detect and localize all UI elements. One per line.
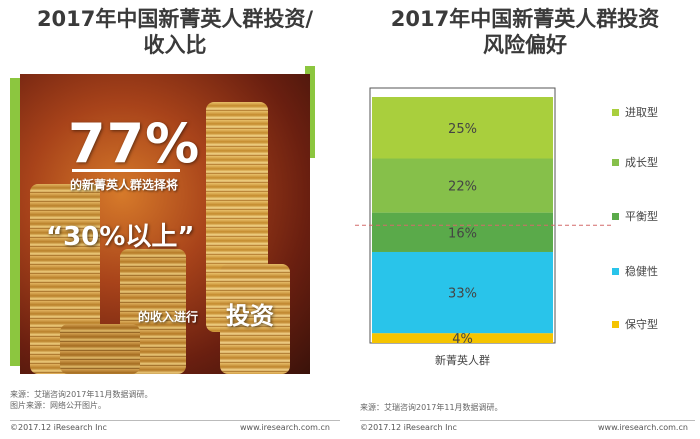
left-title: 2017年中国新菁英人群投资/ 收入比 xyxy=(0,6,350,58)
bar-segment-2 xyxy=(372,212,553,252)
legend-label-2: 平衡型 xyxy=(625,209,658,223)
green-accent-bar-right xyxy=(305,66,315,158)
photo-text-line3a: 的收入进行 xyxy=(138,310,199,324)
data-label-2: 16% xyxy=(448,226,477,241)
data-label-0: 4% xyxy=(452,332,473,347)
photo-frame: 77% 的新菁英人群选择将 “30%以上” 的收入进行 投资 xyxy=(10,66,315,380)
coin-stack xyxy=(220,264,290,374)
left-title-line1: 2017年中国新菁英人群投资/ xyxy=(36,7,314,31)
percent-underline xyxy=(72,169,180,172)
right-footer-copyright: ©2017.12 iResearch Inc xyxy=(360,423,457,432)
legend-swatch-2 xyxy=(612,213,619,220)
left-source: 来源：艾瑞咨询2017年11月数据调研。 图片来源：网络公开图片。 xyxy=(10,389,153,411)
coin-stack xyxy=(60,324,140,374)
right-panel: 2017年中国新菁英人群投资 风险偏好 4% 33% 16% 22% 25% 新菁英人群 进… xyxy=(350,0,700,439)
legend-swatch-1 xyxy=(612,159,619,166)
data-label-4: 25% xyxy=(448,122,477,137)
legend-label-4: 保守型 xyxy=(625,317,658,331)
big-percent: 77% xyxy=(68,112,201,175)
bar-segment-1 xyxy=(372,251,553,334)
legend-label-0: 进取型 xyxy=(625,105,658,119)
photo-text-line1: 的新菁英人群选择将 xyxy=(70,178,179,192)
bar-segment-0 xyxy=(372,333,553,343)
right-footer-url: www.iresearch.com.cn xyxy=(598,423,688,432)
right-title-line2: 风险偏好 xyxy=(483,33,567,57)
legend-swatch-3 xyxy=(612,268,619,275)
bar-segment-4 xyxy=(372,97,553,159)
coins-photo: 77% 的新菁英人群选择将 “30%以上” 的收入进行 投资 xyxy=(20,74,310,374)
right-source: 来源：艾瑞咨询2017年11月数据调研。 xyxy=(360,403,503,412)
left-source-line1: 来源：艾瑞咨询2017年11月数据调研。 xyxy=(10,390,153,399)
right-title-line1: 2017年中国新菁英人群投资 xyxy=(390,7,660,31)
left-footer-rule xyxy=(10,420,340,421)
x-tick-label: 新菁英人群 xyxy=(435,353,490,367)
photo-text-line3b: 投资 xyxy=(226,302,274,330)
right-footer-rule xyxy=(360,420,695,421)
right-title: 2017年中国新菁英人群投资 风险偏好 xyxy=(350,6,700,58)
left-source-line2: 图片来源：网络公开图片。 xyxy=(10,401,106,410)
left-footer-copyright: ©2017.12 iResearch Inc xyxy=(10,423,107,432)
legend-label-1: 成长型 xyxy=(625,155,658,169)
left-footer-url: www.iresearch.com.cn xyxy=(240,423,330,432)
green-accent-bar-left xyxy=(10,78,22,366)
bar-segment-3 xyxy=(372,158,553,213)
left-title-line2: 收入比 xyxy=(143,33,207,57)
legend-swatch-0 xyxy=(612,109,619,116)
data-label-3: 22% xyxy=(448,180,477,195)
data-label-1: 33% xyxy=(448,287,477,302)
legend-swatch-4 xyxy=(612,321,619,328)
left-panel: 2017年中国新菁英人群投资/ 收入比 77% 的新菁英人群选择将 “30%以上… xyxy=(0,6,350,432)
legend-label-3: 稳健性 xyxy=(625,264,658,278)
photo-text-line2: “30%以上” xyxy=(46,222,195,252)
